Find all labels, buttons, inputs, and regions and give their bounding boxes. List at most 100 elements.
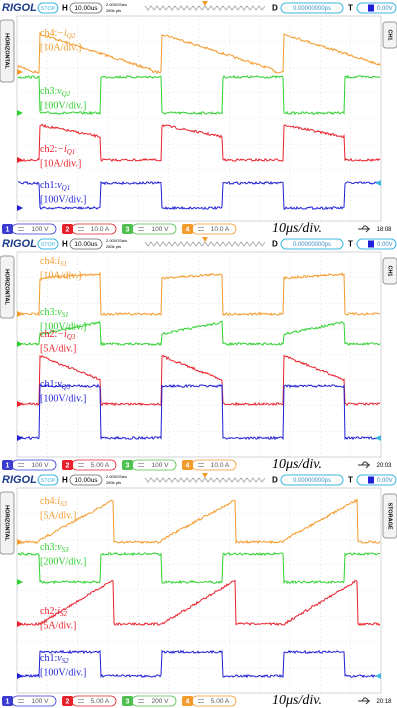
coupling-icon bbox=[138, 228, 144, 231]
timescale: 10μs/div. bbox=[272, 693, 322, 708]
brand: RIGOL bbox=[2, 2, 37, 14]
sample-rate: 2.000GSa/s bbox=[106, 474, 127, 479]
usb-icon bbox=[358, 462, 370, 468]
t-label: T bbox=[348, 4, 353, 13]
timescale: 10μs/div. bbox=[272, 457, 322, 472]
right-tab-label: CH1 bbox=[387, 265, 393, 276]
channel-number: 3 bbox=[126, 462, 130, 469]
brand: RIGOL bbox=[2, 474, 37, 486]
channel-scale: [100V/div.] bbox=[40, 100, 86, 111]
channel-scale: [5A/div.] bbox=[40, 620, 76, 631]
channel-subscript: Q1 bbox=[67, 148, 76, 156]
channel-prefix: ch1: bbox=[40, 180, 57, 191]
h-label: H bbox=[62, 4, 68, 13]
channel-subscript: Q3 bbox=[67, 333, 76, 341]
memory-depth: 280k pts bbox=[106, 244, 121, 249]
channel-scale: [100V/div.] bbox=[40, 667, 86, 678]
left-tab-label: HORIZONTAL bbox=[4, 33, 10, 69]
channel-prefix: ch2: bbox=[40, 606, 57, 617]
channel-scale-setting: 5.00 A bbox=[211, 698, 230, 705]
coupling-icon bbox=[18, 700, 24, 703]
sample-rate: 2.000GSa/s bbox=[106, 2, 127, 7]
delay: 0.00000000ps bbox=[293, 6, 331, 12]
channel-scale-setting: 100 V bbox=[32, 462, 50, 469]
channel-subscript: S3 bbox=[62, 546, 70, 554]
channel-scale-setting: 100 V bbox=[32, 226, 50, 233]
channel-scale: [5A/div.] bbox=[40, 343, 76, 354]
channel-subscript: S1 bbox=[62, 311, 69, 319]
h-label: H bbox=[62, 240, 68, 249]
channel-number: 4 bbox=[186, 226, 190, 233]
channel-scale: [5A/div.] bbox=[40, 510, 76, 521]
coupling-icon bbox=[18, 464, 24, 467]
channel-scale: [100V/div.] bbox=[40, 393, 86, 404]
header-bar bbox=[0, 236, 397, 252]
coupling-icon bbox=[18, 228, 24, 231]
trigger-source bbox=[368, 5, 374, 12]
channel-subscript: Q2 bbox=[62, 90, 71, 98]
coupling-icon bbox=[198, 700, 204, 703]
channel-subscript: S3 bbox=[60, 500, 68, 508]
channel-symbol: −i bbox=[57, 144, 67, 155]
channel-scale: [200V/div.] bbox=[40, 556, 86, 567]
channel-scale: [10A/div.] bbox=[40, 42, 81, 53]
coupling-icon bbox=[138, 700, 144, 703]
channel-scale-setting: 10.0 A bbox=[91, 226, 110, 233]
scope-figure: RIGOLSTOPH10.00us2.000GSa/s280k ptsD0.00… bbox=[0, 0, 397, 708]
trigger-level: 0.00V bbox=[377, 478, 393, 484]
timebase: 10.00us bbox=[74, 241, 98, 248]
coupling-icon bbox=[198, 228, 204, 231]
channel-prefix: ch4: bbox=[40, 496, 57, 507]
timebase: 10.00us bbox=[74, 477, 98, 484]
channel-subscript: S2 bbox=[60, 610, 68, 618]
h-label: H bbox=[62, 476, 68, 485]
channel-prefix: ch3: bbox=[40, 542, 57, 553]
channel-subscript: Q2 bbox=[67, 32, 76, 40]
channel-prefix: ch2: bbox=[40, 144, 57, 155]
channel-number: 3 bbox=[126, 226, 130, 233]
timescale: 10μs/div. bbox=[272, 221, 322, 236]
channel-symbol: −i bbox=[57, 329, 67, 340]
clock: 20:03 bbox=[376, 463, 392, 469]
header-bar bbox=[0, 0, 397, 16]
channel-number: 1 bbox=[6, 462, 10, 469]
channel-number: 3 bbox=[126, 698, 130, 705]
channel-number: 4 bbox=[186, 698, 190, 705]
channel-scale-setting: 200 V bbox=[152, 698, 170, 705]
channel-scale-setting: 100 V bbox=[152, 226, 170, 233]
clock: 20:18 bbox=[376, 699, 392, 705]
coupling-icon bbox=[78, 700, 84, 703]
channel-subscript: Q1 bbox=[62, 184, 71, 192]
channel-prefix: ch1: bbox=[40, 379, 57, 390]
channel-prefix: ch3: bbox=[40, 86, 57, 97]
memory-depth: 280k pts bbox=[106, 8, 121, 13]
channel-scale-setting: 10.0 A bbox=[211, 462, 230, 469]
coupling-icon bbox=[78, 228, 84, 231]
channel-number: 4 bbox=[186, 462, 190, 469]
channel-scale-setting: 5.00 A bbox=[91, 698, 110, 705]
coupling-icon bbox=[78, 464, 84, 467]
clock: 18:08 bbox=[376, 227, 392, 233]
brand: RIGOL bbox=[2, 238, 37, 250]
channel-scale: [10A/div.] bbox=[40, 270, 81, 281]
delay: 0.00000000ps bbox=[293, 478, 331, 484]
delay: 0.00000000ps bbox=[293, 242, 331, 248]
screen bbox=[17, 252, 381, 457]
channel-subscript: Q3 bbox=[62, 383, 71, 391]
status: STOP bbox=[41, 6, 56, 12]
status: STOP bbox=[41, 242, 56, 248]
left-tab-label: HORIZONTAL bbox=[4, 505, 10, 541]
timebase: 10.00us bbox=[74, 5, 98, 12]
usb-icon bbox=[358, 226, 370, 232]
channel-subscript: S2 bbox=[62, 657, 70, 665]
t-label: T bbox=[348, 476, 353, 485]
channel-scale-setting: 5.00 A bbox=[91, 462, 110, 469]
d-label: D bbox=[272, 4, 278, 13]
header-bar bbox=[0, 472, 397, 488]
channel-number: 1 bbox=[6, 226, 10, 233]
channel-subscript: S1 bbox=[60, 260, 67, 268]
channel-scale: [10A/div.] bbox=[40, 158, 81, 169]
coupling-icon bbox=[198, 464, 204, 467]
channel-number: 2 bbox=[66, 462, 70, 469]
